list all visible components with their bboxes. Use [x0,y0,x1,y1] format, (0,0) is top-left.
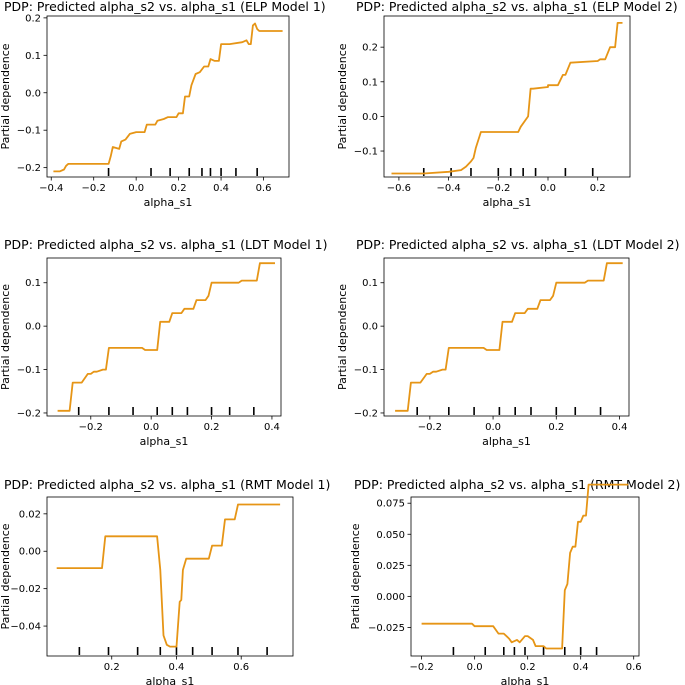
y-tick-label: −0.1 [17,126,41,137]
x-axis-label: alpha_s1 [482,435,531,448]
y-tick-label: 0.025 [376,561,405,572]
chart-panel-1: PDP: Predicted alpha_s2 vs. alpha_s1 (EL… [0,0,326,209]
x-tick-label: −0.2 [486,183,510,194]
x-tick-label: 0.0 [485,422,501,433]
chart-title: PDP: Predicted alpha_s2 vs. alpha_s1 (RM… [4,477,330,492]
chart-title: PDP: Predicted alpha_s2 vs. alpha_s1 (EL… [4,0,326,14]
y-tick-label: 0.000 [376,592,405,603]
x-axis-label: alpha_s1 [146,675,195,685]
x-tick-label: 0.2 [590,183,606,194]
x-tick-label: 0.6 [256,183,272,194]
y-tick-label: 0.0 [25,88,41,99]
plot-frame [410,496,640,657]
x-tick-label: −0.2 [79,422,103,433]
partial-dependence-line [395,262,623,412]
x-axis-label: alpha_s1 [483,196,532,209]
y-tick-label: −0.1 [17,365,41,376]
x-tick-label: 0.0 [467,662,483,673]
x-tick-label: 0.4 [213,183,229,194]
chart-panel-4: PDP: Predicted alpha_s2 vs. alpha_s1 (LD… [336,237,679,448]
x-tick-label: 0.6 [626,662,642,673]
x-tick-label: 0.6 [233,662,249,673]
y-axis-label: Partial dependence [349,523,362,629]
y-tick-label: 0.00 [19,547,41,558]
y-tick-label: 0.0 [362,322,378,333]
x-axis-label: alpha_s1 [144,196,193,209]
y-axis-label: Partial dependence [336,43,349,149]
partial-dependence-line [56,503,281,648]
plot-frame [46,257,282,417]
y-tick-label: 0.1 [25,278,41,289]
y-tick-label: −0.2 [17,163,41,174]
chart-panel-3: PDP: Predicted alpha_s2 vs. alpha_s1 (LD… [0,237,327,448]
chart-title: PDP: Predicted alpha_s2 vs. alpha_s1 (LD… [356,237,679,252]
y-tick-label: 0.0 [362,112,378,123]
y-tick-label: −0.02 [10,584,41,595]
x-tick-label: 0.0 [128,183,144,194]
y-tick-label: −0.04 [10,622,41,633]
x-tick-label: 0.2 [104,662,120,673]
x-axis-label: alpha_s1 [140,435,189,448]
x-tick-label: −0.2 [409,662,433,673]
partial-dependence-line [57,262,275,412]
x-tick-label: 0.2 [171,183,187,194]
x-tick-label: 0.2 [204,422,220,433]
x-tick-label: 0.0 [143,422,159,433]
y-axis-label: Partial dependence [0,43,12,149]
y-tick-label: 0.050 [376,530,405,541]
chart-panel-5: PDP: Predicted alpha_s2 vs. alpha_s1 (RM… [0,477,330,685]
y-tick-label: 0.2 [25,13,41,24]
x-axis-label: alpha_s1 [501,675,550,685]
y-tick-label: 0.1 [362,278,378,289]
x-tick-label: −0.4 [39,183,63,194]
y-tick-label: −0.025 [368,623,405,634]
x-tick-label: 0.0 [540,183,556,194]
partial-dependence-line [53,22,283,173]
chart-panel-2: PDP: Predicted alpha_s2 vs. alpha_s1 (EL… [336,0,678,209]
y-axis-label: Partial dependence [0,284,12,390]
y-axis-label: Partial dependence [0,523,12,629]
x-tick-label: 0.4 [169,662,185,673]
chart-title: PDP: Predicted alpha_s2 vs. alpha_s1 (LD… [4,237,327,252]
chart-title: PDP: Predicted alpha_s2 vs. alpha_s1 (RM… [354,477,680,492]
y-tick-label: 0.02 [19,509,41,520]
x-tick-label: 0.4 [573,662,589,673]
y-axis-label: Partial dependence [336,284,349,390]
x-tick-label: −0.2 [82,183,106,194]
x-tick-label: −0.6 [387,183,411,194]
x-tick-label: −0.2 [418,422,442,433]
y-tick-label: −0.1 [354,147,378,158]
x-tick-label: −0.4 [436,183,460,194]
y-tick-label: 0.1 [362,77,378,88]
x-tick-label: 0.4 [612,422,628,433]
y-tick-label: −0.2 [354,408,378,419]
plot-frame [383,257,630,417]
y-tick-label: −0.1 [354,365,378,376]
x-tick-label: 0.2 [520,662,536,673]
plot-frame [46,496,294,657]
partial-dependence-line [421,483,629,650]
plot-frame [46,15,290,178]
x-tick-label: 0.4 [264,422,280,433]
y-tick-label: 0.2 [362,43,378,54]
y-tick-label: 0.1 [25,51,41,62]
y-tick-label: 0.0 [25,322,41,333]
chart-panel-6: PDP: Predicted alpha_s2 vs. alpha_s1 (RM… [349,477,680,685]
y-tick-label: −0.2 [17,408,41,419]
chart-title: PDP: Predicted alpha_s2 vs. alpha_s1 (EL… [356,0,678,14]
plot-frame [383,15,631,178]
y-tick-label: 0.075 [376,499,405,510]
x-tick-label: 0.2 [548,422,564,433]
partial-dependence-line [391,21,623,175]
